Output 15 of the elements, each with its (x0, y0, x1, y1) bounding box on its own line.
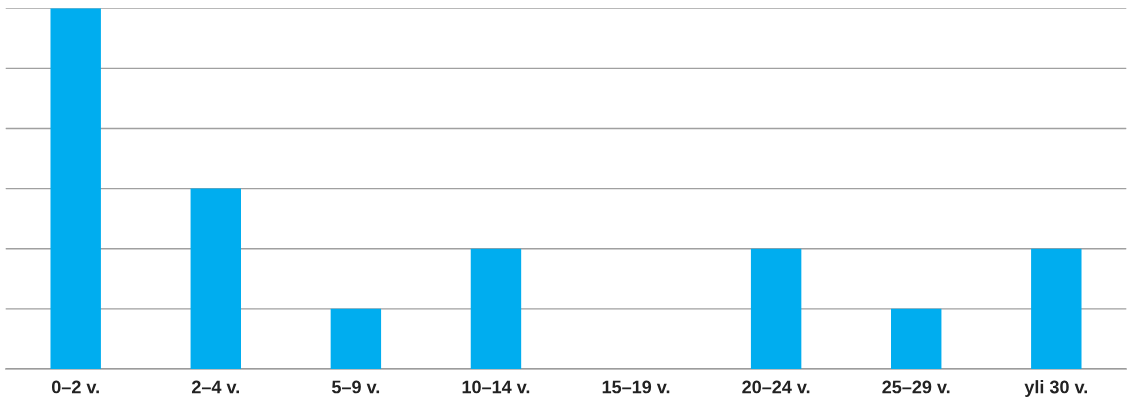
x-tick-label: 15–19 v. (602, 380, 670, 394)
x-tick-label: 20–24 v. (742, 380, 810, 394)
x-tick-label: 0–2 v. (51, 380, 99, 394)
bar (750, 248, 802, 369)
x-tick-label: yli 30 v. (1024, 380, 1088, 397)
bar (1031, 248, 1082, 369)
x-tick-label: 10–14 v. (462, 380, 530, 394)
x-tick-label: 5–9 v. (332, 380, 380, 394)
bar (470, 248, 522, 369)
x-tick-label: 2–4 v. (191, 380, 239, 394)
bar (891, 308, 942, 369)
bar (190, 188, 241, 369)
bar (330, 308, 382, 369)
x-tick-label: 25–29 v. (882, 380, 950, 394)
bar (50, 8, 101, 369)
